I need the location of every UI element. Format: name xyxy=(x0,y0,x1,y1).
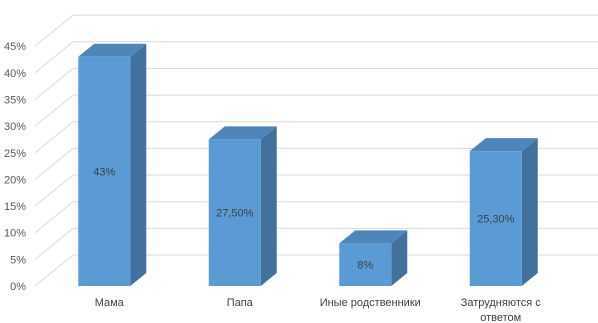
data-labels: 43% 27,50% 8% 25,30% xyxy=(93,166,514,271)
y-tick-label: 0% xyxy=(10,281,26,293)
data-label: 27,50% xyxy=(216,208,254,220)
y-tick-label: 30% xyxy=(4,121,26,133)
gridline xyxy=(34,201,598,234)
bar-top xyxy=(208,126,277,140)
y-tick-label: 40% xyxy=(4,68,26,80)
bar-side xyxy=(130,43,147,287)
y-tick-label: 10% xyxy=(4,228,26,240)
bar-front xyxy=(469,151,522,286)
bar-front xyxy=(78,56,131,287)
gridline xyxy=(34,227,598,260)
y-tick-label: 35% xyxy=(4,94,26,106)
data-label: 43% xyxy=(93,166,115,178)
gridline xyxy=(34,41,598,74)
bar-front xyxy=(208,139,261,286)
bar-side xyxy=(260,126,277,286)
gridline xyxy=(34,174,598,207)
data-label: 25,30% xyxy=(477,214,515,226)
bar-top xyxy=(469,138,538,152)
bar-side xyxy=(521,138,538,286)
category-label: Папа xyxy=(227,297,254,309)
bar xyxy=(208,126,277,286)
gridline xyxy=(34,14,598,47)
category-label: Мама xyxy=(95,297,125,309)
y-tick-label: 15% xyxy=(4,201,26,213)
y-tick-label: 20% xyxy=(4,174,26,186)
gridline xyxy=(34,254,598,287)
y-tick-label: 25% xyxy=(4,148,26,160)
y-tick-label: 5% xyxy=(10,254,26,266)
bar-side xyxy=(391,230,408,286)
category-label: Иные родственники xyxy=(320,297,421,309)
bar-front xyxy=(339,243,392,286)
grid-lines xyxy=(34,14,598,287)
bar xyxy=(469,138,538,286)
gridline xyxy=(34,121,598,154)
gridline xyxy=(34,147,598,180)
gridline xyxy=(34,94,598,127)
bar-top xyxy=(339,230,408,244)
y-tick-label: 45% xyxy=(4,41,26,53)
data-label: 8% xyxy=(357,260,373,272)
bar xyxy=(339,230,408,286)
gridline xyxy=(34,67,598,100)
bar xyxy=(78,43,147,287)
category-label: Затрудняются с ответом xyxy=(461,297,542,323)
bar-top xyxy=(78,43,147,57)
y-axis-tick-labels: 0% 5% 10% 15% 20% 25% 30% 35% 40% 45% xyxy=(4,41,26,293)
bars xyxy=(78,43,538,287)
